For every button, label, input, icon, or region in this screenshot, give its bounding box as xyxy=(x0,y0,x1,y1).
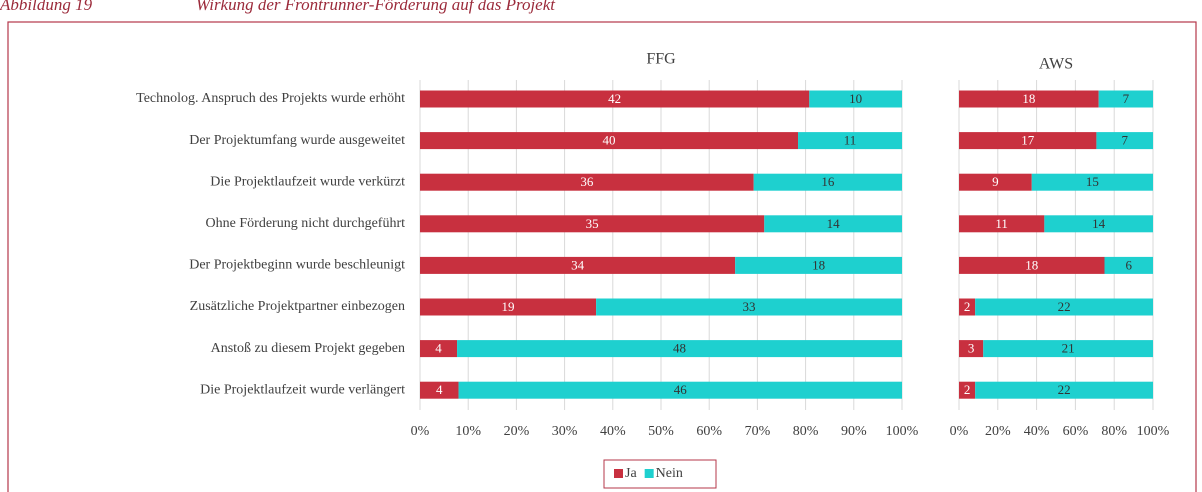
bar-segment xyxy=(420,90,810,108)
bar-segment xyxy=(959,298,976,316)
data-label: 18 xyxy=(812,257,825,272)
category-label: Technolog. Anspruch des Projekts wurde e… xyxy=(136,91,405,106)
bar-segment xyxy=(975,298,1153,316)
bar-segment xyxy=(1096,132,1153,150)
bar-segment xyxy=(959,173,1032,191)
bar-segment xyxy=(420,256,736,274)
x-tick-label: 60% xyxy=(1063,424,1089,439)
data-label: 34 xyxy=(571,257,585,272)
bar-segment xyxy=(420,381,459,399)
bar-segment xyxy=(735,256,902,274)
data-label: 35 xyxy=(586,216,599,231)
data-label: 42 xyxy=(608,91,621,106)
bar-segment xyxy=(457,340,902,358)
bar-segment xyxy=(959,90,1099,108)
x-tick-label: 40% xyxy=(1024,424,1050,439)
bar-segment xyxy=(420,132,799,150)
x-tick-label: 0% xyxy=(950,424,969,439)
data-label: 48 xyxy=(673,341,686,356)
data-label: 17 xyxy=(1021,133,1035,148)
data-label: 19 xyxy=(502,299,515,314)
x-tick-label: 50% xyxy=(648,424,674,439)
x-tick-label: 40% xyxy=(600,424,626,439)
bar-segment xyxy=(1031,173,1153,191)
legend-swatch xyxy=(644,469,654,478)
x-tick-label: 80% xyxy=(793,424,819,439)
legend-label: Ja xyxy=(625,466,637,481)
data-label: 3 xyxy=(968,341,975,356)
bar-segment xyxy=(420,340,458,358)
bar-segment xyxy=(975,381,1153,399)
caption-title: Wirkung der Frontrunner-Förderung auf da… xyxy=(196,0,556,14)
data-label: 7 xyxy=(1123,91,1130,106)
bar-segment xyxy=(798,132,902,150)
bar-segment xyxy=(458,381,902,399)
x-tick-label: 10% xyxy=(455,424,481,439)
bar-segment xyxy=(959,340,984,358)
bar-segment xyxy=(959,256,1105,274)
data-label: 22 xyxy=(1058,382,1071,397)
bar-segment xyxy=(1104,256,1153,274)
category-label: Zusätzliche Projektpartner einbezogen xyxy=(190,299,405,314)
bar-segment xyxy=(764,215,902,233)
bar-segment xyxy=(1098,90,1153,108)
legend-swatch xyxy=(614,469,623,478)
data-label: 22 xyxy=(1058,299,1071,314)
x-tick-label: 20% xyxy=(504,424,530,439)
x-tick-label: 100% xyxy=(1137,424,1170,439)
x-tick-label: 70% xyxy=(745,424,771,439)
data-label: 36 xyxy=(580,174,594,189)
data-label: 9 xyxy=(992,174,999,189)
data-label: 18 xyxy=(1025,257,1038,272)
legend-label: Nein xyxy=(656,466,683,481)
x-tick-label: 90% xyxy=(841,424,867,439)
category-label: Ohne Förderung nicht durchgeführt xyxy=(206,216,406,231)
data-label: 15 xyxy=(1086,174,1099,189)
bar-segment xyxy=(420,173,754,191)
data-label: 14 xyxy=(1092,216,1106,231)
x-tick-label: 0% xyxy=(411,424,430,439)
data-label: 40 xyxy=(603,133,616,148)
category-label: Anstoß zu diesem Projekt gegeben xyxy=(211,341,405,356)
x-tick-label: 100% xyxy=(886,424,919,439)
category-label: Die Projektlaufzeit wurde verkürzt xyxy=(210,174,405,189)
bar-segment xyxy=(959,215,1045,233)
caption-number: Abbildung 19 xyxy=(0,0,93,14)
bar-segment xyxy=(596,298,902,316)
data-label: 4 xyxy=(436,382,443,397)
x-tick-label: 80% xyxy=(1101,424,1127,439)
bar-segment xyxy=(420,215,765,233)
x-tick-label: 60% xyxy=(696,424,722,439)
bar-segment xyxy=(420,298,597,316)
bar-segment xyxy=(959,132,1097,150)
data-label: 46 xyxy=(674,382,688,397)
data-label: 11 xyxy=(844,133,857,148)
bar-segment xyxy=(1044,215,1153,233)
chart-title: FFG xyxy=(646,51,676,68)
bar-segment xyxy=(809,90,902,108)
data-label: 4 xyxy=(435,341,442,356)
data-label: 18 xyxy=(1022,91,1035,106)
chart-title: AWS xyxy=(1039,56,1073,73)
bar-segment xyxy=(959,381,976,399)
x-tick-label: 30% xyxy=(552,424,578,439)
category-label: Der Projektumfang wurde ausgeweitet xyxy=(189,133,405,148)
data-label: 2 xyxy=(964,382,971,397)
data-label: 14 xyxy=(827,216,841,231)
data-label: 7 xyxy=(1121,133,1128,148)
data-label: 6 xyxy=(1126,257,1133,272)
frame xyxy=(7,21,1197,492)
category-label: Der Projektbeginn wurde beschleunigt xyxy=(189,258,405,273)
data-label: 16 xyxy=(821,174,835,189)
bar-segment xyxy=(983,340,1153,358)
data-label: 11 xyxy=(995,216,1008,231)
data-label: 2 xyxy=(964,299,971,314)
data-label: 33 xyxy=(743,299,756,314)
category-label: Die Projektlaufzeit wurde verlängert xyxy=(200,382,405,397)
x-tick-label: 20% xyxy=(985,424,1011,439)
data-label: 10 xyxy=(849,91,862,106)
data-label: 21 xyxy=(1062,341,1075,356)
bar-segment xyxy=(753,173,902,191)
